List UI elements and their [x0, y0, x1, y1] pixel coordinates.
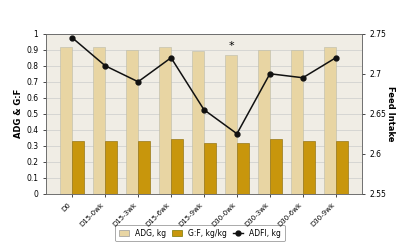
Bar [204, 142, 216, 194]
Bar [72, 141, 84, 194]
Bar [171, 139, 183, 194]
Bar [270, 139, 282, 194]
Bar [159, 46, 171, 194]
Bar [126, 50, 138, 194]
Bar [60, 46, 72, 194]
Legend: ADG, kg, G:F, kg/kg, ADFI, kg: ADG, kg, G:F, kg/kg, ADFI, kg [115, 225, 285, 242]
Bar [237, 142, 249, 194]
Bar [105, 141, 117, 194]
Bar [225, 54, 237, 194]
Bar [303, 141, 315, 194]
Bar [138, 141, 150, 194]
Bar [324, 46, 336, 194]
Bar [192, 51, 204, 194]
Bar [258, 50, 270, 194]
Text: Figure 1 – Effect of DDGS level and withdrawal period on ADG, G:F and ADFI.: Figure 1 – Effect of DDGS level and with… [5, 12, 336, 21]
Y-axis label: ADG & G:F: ADG & G:F [14, 89, 24, 138]
Y-axis label: Feed Intake: Feed Intake [386, 86, 395, 142]
Bar [93, 46, 105, 194]
Bar [336, 141, 348, 194]
Text: *: * [228, 41, 234, 51]
Bar [291, 50, 303, 194]
